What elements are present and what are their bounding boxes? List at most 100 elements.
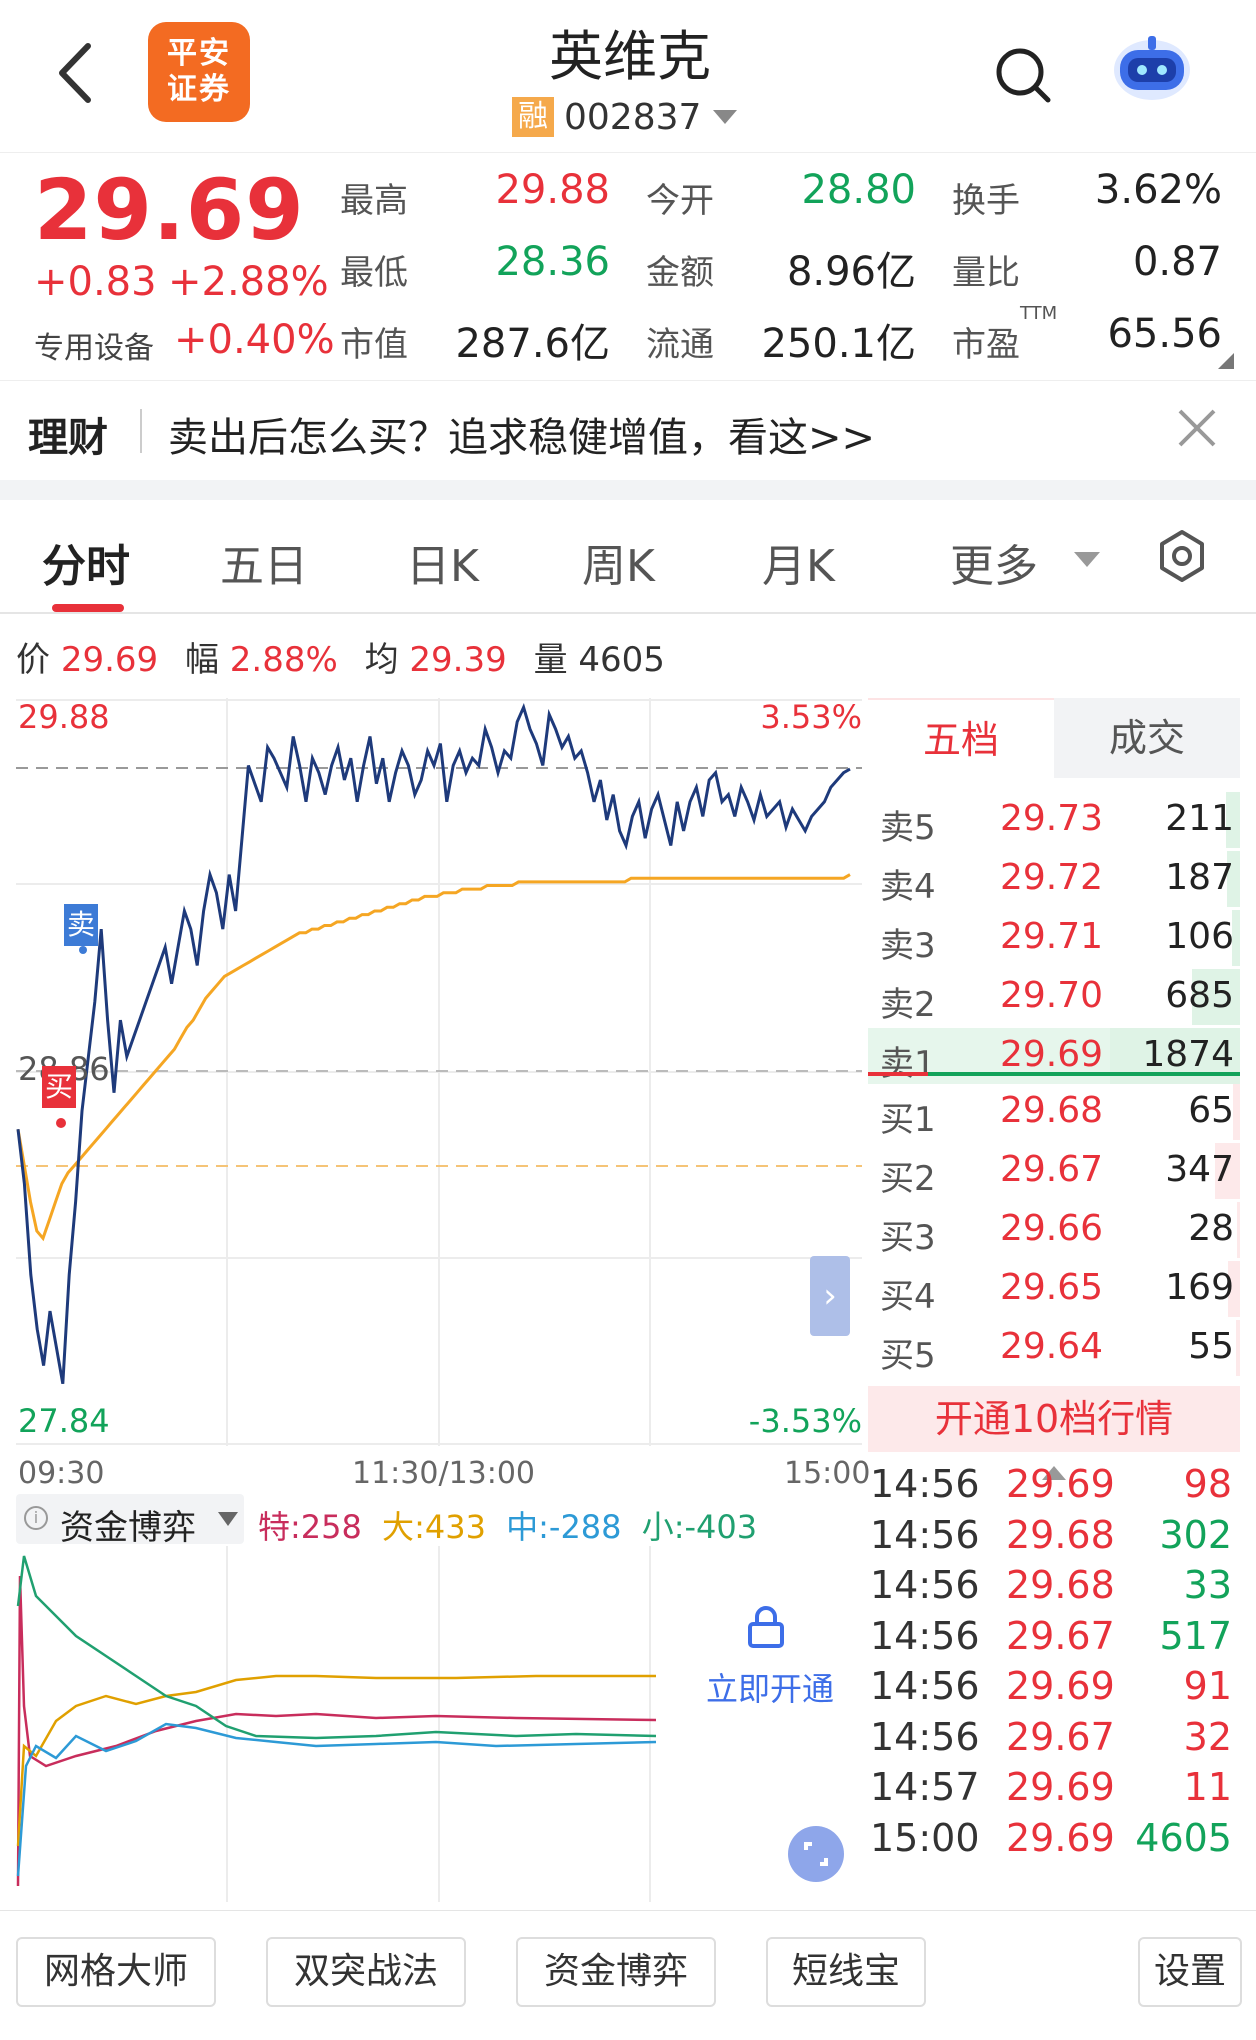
fund-game-button[interactable]: 资金博弈 — [516, 1937, 716, 2007]
open-10-level-button[interactable]: 开通10档行情 — [868, 1386, 1240, 1452]
bid-level-volume: 347 — [1165, 1149, 1234, 1190]
tick-row: 14:56 29.69 98 — [866, 1462, 1238, 1512]
tab-five-day[interactable]: 五日 — [220, 541, 308, 592]
tab-intraday[interactable]: 分时 — [42, 541, 130, 592]
tick-price: 29.67 — [1006, 1613, 1115, 1658]
low-label: 最低 — [340, 253, 408, 293]
pe-ttm-sup: TTM — [1020, 303, 1058, 324]
search-icon[interactable] — [994, 46, 1052, 104]
double-break-button[interactable]: 双突战法 — [266, 1937, 466, 2007]
expand-corner-icon[interactable] — [1218, 353, 1234, 369]
tab-monthly-k[interactable]: 月K — [762, 541, 835, 592]
bid-level-price: 29.66 — [1000, 1208, 1104, 1249]
tick-row: 14:57 29.69 11 — [866, 1765, 1238, 1815]
ask-level-label: 卖2 — [880, 985, 936, 1025]
tick-volume: 11 — [1183, 1765, 1232, 1809]
stock-name: 英维克 — [549, 25, 711, 88]
tick-volume: 98 — [1183, 1462, 1232, 1506]
tick-price: 29.69 — [1006, 1462, 1115, 1506]
ask-level-row[interactable]: 卖2 29.70 685 — [868, 969, 1240, 1025]
buy-marker[interactable]: 买 — [42, 1066, 76, 1108]
bid-level-price: 29.68 — [1000, 1090, 1104, 1131]
banner-text[interactable]: 卖出后怎么买？追求稳健增值，看这>> — [168, 415, 876, 461]
section-gap — [0, 480, 1256, 500]
bid-level-price: 29.64 — [1000, 1326, 1104, 1367]
gear-icon[interactable] — [1154, 528, 1210, 584]
margin-badge: 融 — [512, 97, 554, 137]
promo-banner[interactable]: 理财 卖出后怎么买？追求稳健增值，看这>> — [0, 380, 1256, 480]
spread-divider-red — [868, 1072, 928, 1076]
turnover-label: 换手 — [952, 181, 1020, 221]
open-label: 今开 — [646, 181, 714, 221]
tick-price: 29.68 — [1006, 1512, 1115, 1557]
scroll-up-icon[interactable] — [1042, 1466, 1066, 1480]
time-mid: 11:30/13:00 — [352, 1456, 536, 1491]
ask-level-price: 29.70 — [1000, 975, 1104, 1016]
tab-weekly-k[interactable]: 周K — [582, 541, 655, 592]
industry-label[interactable]: 专用设备 — [34, 331, 154, 366]
ask-level-row[interactable]: 卖3 29.71 106 — [868, 910, 1240, 966]
ask-volume-bar — [1227, 851, 1240, 907]
short-term-button[interactable]: 短线宝 — [766, 1937, 926, 2007]
vol-ratio-label: 量比 — [952, 253, 1020, 293]
intraday-chart[interactable]: 29.88 3.53% 28.86 27.84 -3.53% 卖 买 › — [16, 698, 862, 1446]
stock-code-row[interactable]: 融 002837 — [512, 96, 738, 138]
fund-flow-chart[interactable]: 立即开通 — [16, 1546, 862, 1902]
sell-marker[interactable]: 卖 — [64, 904, 98, 946]
ask-level-price: 29.73 — [1000, 798, 1104, 839]
ask-volume-bar — [1226, 792, 1240, 848]
legend-mid: -288 — [548, 1508, 622, 1546]
fund-selector[interactable]: i 资金博弈 — [16, 1494, 244, 1548]
bid-level-row[interactable]: 买1 29.68 65 — [868, 1084, 1240, 1140]
settings-button[interactable]: 设置 — [1138, 1937, 1242, 2007]
assistant-robot-icon[interactable] — [1110, 30, 1194, 102]
chevron-right-icon[interactable]: › — [810, 1256, 850, 1336]
info-range-label: 幅 — [184, 640, 219, 680]
tab-five-level[interactable]: 五档 — [868, 698, 1054, 778]
mcap-label: 市值 — [340, 325, 408, 365]
tick-row: 14:56 29.67 32 — [866, 1715, 1238, 1765]
float-value: 250.1亿 — [761, 321, 916, 367]
unlock-button[interactable]: 立即开通 — [706, 1670, 835, 1708]
bid-level-row[interactable]: 买3 29.66 28 — [868, 1202, 1240, 1258]
order-book: 五档 成交 卖5 29.73 211 卖4 29.72 187 卖3 29.71 106 卖2 29… — [868, 698, 1240, 1452]
bid-volume-bar — [1237, 1202, 1240, 1258]
chevron-down-icon — [713, 110, 738, 124]
bid-volume-bar — [1233, 1084, 1240, 1140]
bid-level-row[interactable]: 买4 29.65 169 — [868, 1261, 1240, 1317]
fund-flow-svg — [16, 1546, 657, 1902]
ask-level-row[interactable]: 卖4 29.72 187 — [868, 851, 1240, 907]
avg-price-line — [16, 873, 851, 1242]
fullscreen-icon[interactable] — [788, 1826, 844, 1882]
ask-level-volume: 106 — [1165, 916, 1234, 957]
bid-level-row[interactable]: 买5 29.64 55 — [868, 1320, 1240, 1376]
bid-volume-bar — [1215, 1143, 1240, 1199]
fund-title: 资金博弈 — [60, 1508, 196, 1548]
info-icon[interactable]: i — [24, 1506, 48, 1530]
fund-flow-header: i 资金博弈 特:258 大:433 中:-288 小:-403 — [16, 1494, 862, 1548]
tab-trades[interactable]: 成交 — [1054, 698, 1240, 778]
close-icon[interactable] — [1172, 403, 1222, 453]
tick-time: 14:57 — [870, 1765, 980, 1809]
tick-volume: 302 — [1159, 1512, 1232, 1557]
tab-daily-k[interactable]: 日K — [406, 541, 479, 592]
bid-level-label: 买2 — [880, 1159, 936, 1199]
bid-level-label: 买3 — [880, 1218, 936, 1258]
tab-more[interactable]: 更多 — [950, 541, 1038, 592]
tick-time: 14:56 — [870, 1512, 980, 1557]
high-value: 29.88 — [495, 167, 610, 213]
tick-volume: 33 — [1183, 1563, 1232, 1607]
order-book-tabs: 五档 成交 — [868, 698, 1240, 778]
tick-list: 14:56 29.69 98 14:56 29.68 302 14:56 29.68 33 14:… — [866, 1462, 1238, 1902]
back-arrow-icon[interactable] — [52, 40, 98, 106]
amount-label: 金额 — [646, 253, 714, 293]
info-range: 2.88% — [229, 640, 338, 680]
ask-level-price: 29.72 — [1000, 857, 1104, 898]
grid-master-button[interactable]: 网格大师 — [16, 1937, 216, 2007]
tick-time: 14:56 — [870, 1462, 980, 1506]
bid-level-row[interactable]: 买2 29.67 347 — [868, 1143, 1240, 1199]
ask-level-row[interactable]: 卖5 29.73 211 — [868, 792, 1240, 848]
bid-level-price: 29.67 — [1000, 1149, 1104, 1190]
time-start: 09:30 — [18, 1456, 105, 1491]
ask-level-volume: 685 — [1165, 975, 1234, 1016]
